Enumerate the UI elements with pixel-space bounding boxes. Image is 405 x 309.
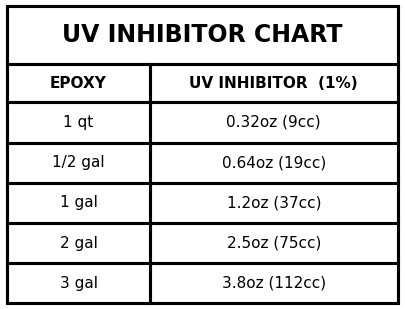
Text: UV INHIBITOR  (1%): UV INHIBITOR (1%) [190,75,358,91]
Bar [150,183,398,223]
Text: 3.8oz (112cc): 3.8oz (112cc) [222,276,326,291]
Bar [7,64,150,102]
Text: 1/2 gal: 1/2 gal [52,155,105,170]
Bar [150,223,398,263]
Bar [7,263,150,303]
Text: 2.5oz (75cc): 2.5oz (75cc) [226,236,321,251]
Text: 1.2oz (37cc): 1.2oz (37cc) [226,195,321,210]
Bar [150,263,398,303]
Bar [150,64,398,102]
Text: 1 gal: 1 gal [60,195,98,210]
Text: UV INHIBITOR CHART: UV INHIBITOR CHART [62,23,343,47]
Bar [7,102,150,142]
Bar [7,142,150,183]
Text: 2 gal: 2 gal [60,236,98,251]
Text: 0.32oz (9cc): 0.32oz (9cc) [226,115,321,130]
Bar [7,223,150,263]
Bar [7,183,150,223]
Text: 3 gal: 3 gal [60,276,98,291]
Text: EPOXY: EPOXY [50,75,107,91]
Bar [7,6,398,64]
Text: 1 qt: 1 qt [64,115,94,130]
Bar [150,142,398,183]
Bar [150,102,398,142]
Text: 0.64oz (19cc): 0.64oz (19cc) [222,155,326,170]
